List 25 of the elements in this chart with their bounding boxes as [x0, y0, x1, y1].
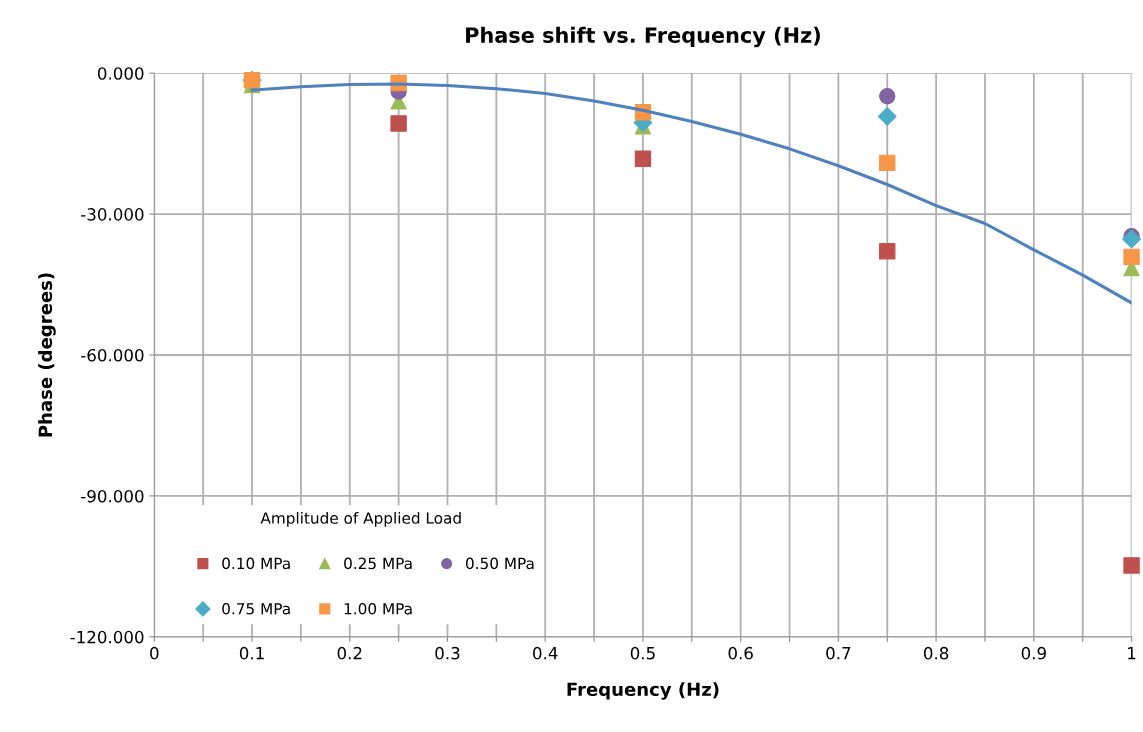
x-tick-label: 0.8 [923, 646, 949, 660]
y-tick-label: -60.000 [81, 348, 144, 362]
x-tick-label: 0.1 [239, 646, 264, 660]
x-tick-label: 0.5 [630, 646, 655, 660]
legend-title: Amplitude of Applied Load [260, 511, 461, 527]
x-axis-title: Frequency (Hz) [567, 682, 719, 700]
y-tick-label: -90.000 [81, 489, 144, 503]
legend-label: 1.00 MPa [344, 602, 412, 615]
x-tick-label: 0 [150, 646, 159, 660]
x-tick-label: 0.6 [728, 646, 753, 660]
y-tick-label: -30.000 [81, 208, 144, 221]
legend-label: 0.50 MPa [465, 557, 534, 570]
x-tick-label: 0.9 [1021, 646, 1046, 660]
x-tick-label: 0.3 [435, 646, 460, 660]
chart-title: Phase shift vs. Frequency (Hz) [466, 26, 820, 48]
x-tick-label: 0.7 [826, 646, 851, 660]
y-tick-label: -120.000 [70, 630, 144, 644]
y-tick-label: 0.000 [97, 67, 144, 80]
y-axis-title: Phase (degrees) [38, 273, 56, 437]
x-tick-label: 0.4 [533, 646, 558, 660]
x-tick-label: 0.2 [337, 646, 362, 660]
x-tick-label: 1 [1128, 647, 1136, 660]
legend-label: 0.10 MPa [222, 557, 290, 570]
legend-label: 0.75 MPa [222, 602, 290, 615]
legend-label: 0.25 MPa [344, 557, 412, 570]
